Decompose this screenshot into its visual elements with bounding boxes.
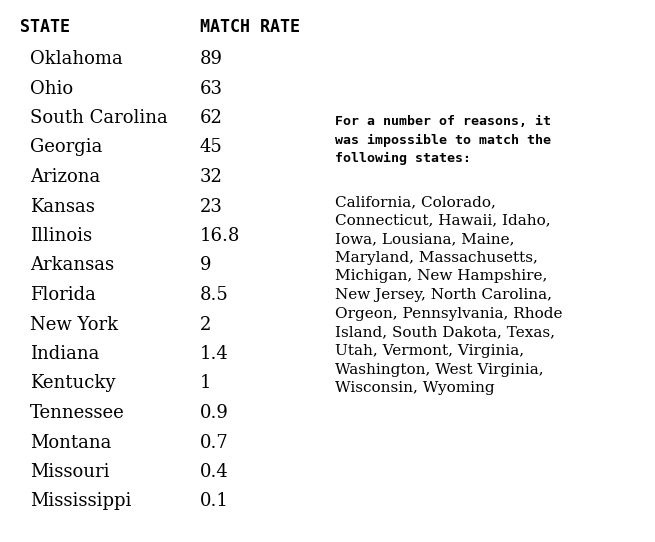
Text: 45: 45 — [200, 139, 223, 157]
Text: Montana: Montana — [30, 434, 111, 451]
Text: 0.7: 0.7 — [200, 434, 229, 451]
Text: Illinois: Illinois — [30, 227, 92, 245]
Text: 8.5: 8.5 — [200, 286, 229, 304]
Text: 2: 2 — [200, 315, 212, 333]
Text: Ohio: Ohio — [30, 80, 73, 98]
Text: Arkansas: Arkansas — [30, 256, 114, 274]
Text: 0.1: 0.1 — [200, 493, 229, 511]
Text: 63: 63 — [200, 80, 223, 98]
Text: 23: 23 — [200, 197, 223, 216]
Text: 9: 9 — [200, 256, 212, 274]
Text: Oklahoma: Oklahoma — [30, 50, 122, 68]
Text: 32: 32 — [200, 168, 223, 186]
Text: 0.9: 0.9 — [200, 404, 229, 422]
Text: Kentucky: Kentucky — [30, 375, 115, 392]
Text: Arizona: Arizona — [30, 168, 100, 186]
Text: California, Colorado,
Connecticut, Hawaii, Idaho,
Iowa, Lousiana, Maine,
Marylan: California, Colorado, Connecticut, Hawai… — [335, 195, 563, 395]
Text: Missouri: Missouri — [30, 463, 109, 481]
Text: 1.4: 1.4 — [200, 345, 229, 363]
Text: Kansas: Kansas — [30, 197, 95, 216]
Text: For a number of reasons, it
was impossible to match the
following states:: For a number of reasons, it was impossib… — [335, 115, 551, 165]
Text: Tennessee: Tennessee — [30, 404, 124, 422]
Text: Indiana: Indiana — [30, 345, 100, 363]
Text: MATCH RATE: MATCH RATE — [200, 18, 300, 36]
Text: South Carolina: South Carolina — [30, 109, 168, 127]
Text: STATE: STATE — [20, 18, 70, 36]
Text: 1: 1 — [200, 375, 212, 392]
Text: 16.8: 16.8 — [200, 227, 240, 245]
Text: 89: 89 — [200, 50, 223, 68]
Text: Florida: Florida — [30, 286, 96, 304]
Text: Mississippi: Mississippi — [30, 493, 132, 511]
Text: Georgia: Georgia — [30, 139, 102, 157]
Text: 0.4: 0.4 — [200, 463, 229, 481]
Text: 62: 62 — [200, 109, 223, 127]
Text: New York: New York — [30, 315, 118, 333]
